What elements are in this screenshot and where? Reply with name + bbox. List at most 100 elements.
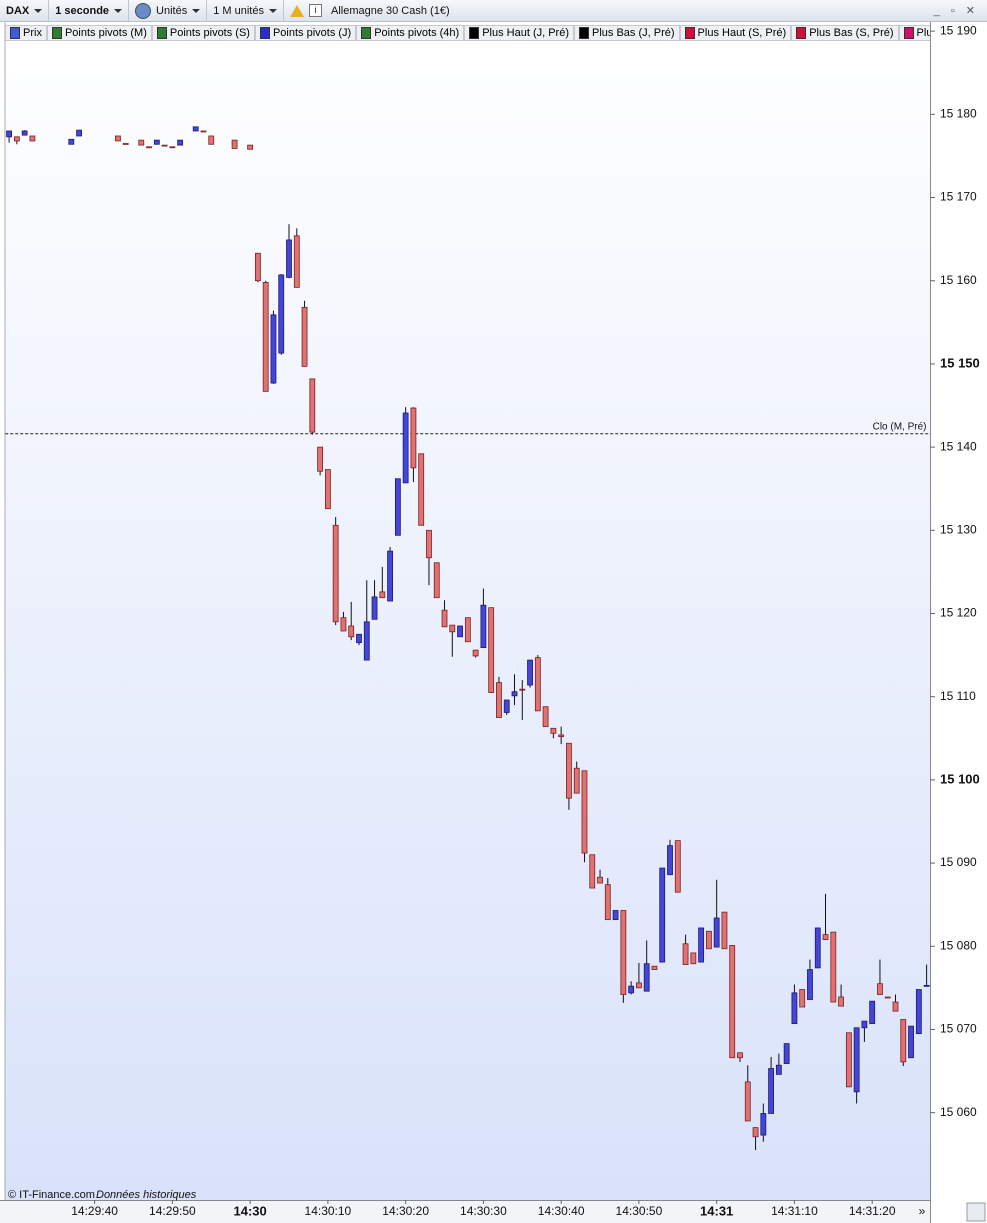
size-select[interactable]: 1 M unités	[207, 0, 284, 22]
legend-label: Points pivots (M)	[64, 27, 147, 39]
candle-body	[511, 691, 518, 697]
info-icon[interactable]: i	[308, 4, 322, 17]
candle-body	[332, 524, 339, 623]
candle-body	[892, 1001, 899, 1012]
candle-body	[775, 1064, 782, 1075]
candle-body	[356, 633, 362, 644]
symbol-select[interactable]: DAX	[0, 0, 50, 22]
candle-body	[768, 1068, 774, 1114]
y-tick-label: 15 090	[940, 855, 977, 869]
legend-item[interactable]: Plus Haut (S, Pré)	[679, 25, 792, 41]
candle-body	[348, 625, 355, 638]
legend-item[interactable]: Points pivots (S)	[151, 25, 255, 41]
candle-body	[161, 144, 168, 147]
candle-body	[402, 412, 409, 484]
candle-body	[589, 854, 596, 889]
scroll-more[interactable]: »	[919, 1204, 926, 1218]
y-tick-label: 15 100	[940, 771, 980, 786]
y-tick-label: 15 170	[940, 190, 977, 204]
y-tick-label: 15 120	[940, 606, 977, 620]
legend-label: Points pivots (S)	[169, 27, 250, 39]
candle-body	[807, 969, 813, 1000]
candle-body	[877, 983, 883, 995]
legend-item[interactable]: Points pivots (M)	[46, 25, 152, 41]
legend: Prix Points pivots (M) Points pivots (S) Po…	[5, 25, 930, 41]
candle-body	[612, 910, 619, 921]
scroll-button[interactable]	[966, 1202, 986, 1222]
candle-body	[309, 378, 316, 433]
window-controls[interactable]: _ ▫ ✕	[933, 5, 979, 17]
candle-body	[830, 931, 837, 1003]
candle-body	[464, 617, 471, 643]
legend-swatch	[51, 27, 62, 39]
candle-body	[604, 884, 611, 921]
x-tick-label: 14:30:20	[382, 1204, 429, 1218]
y-tick-label: 15 080	[940, 938, 977, 952]
candle-body	[6, 130, 12, 138]
interval-select[interactable]: 1 seconde	[49, 0, 130, 22]
y-tick-label: 15 160	[940, 273, 977, 287]
candle-body	[208, 135, 215, 145]
candle-body	[418, 453, 425, 526]
candle-body	[845, 1032, 852, 1088]
legend-item[interactable]: Prix	[5, 25, 47, 41]
candle-body	[472, 649, 479, 657]
legend-item[interactable]: Points pivots (J)	[254, 25, 357, 41]
x-tick-label: 14:31	[700, 1203, 733, 1218]
x-tick-label: 14:30:30	[460, 1204, 507, 1218]
warning-icon[interactable]	[289, 4, 304, 17]
candle-body	[620, 910, 627, 995]
candle-body	[799, 989, 806, 1008]
y-tick-label: 15 140	[940, 439, 977, 453]
candle-body	[923, 984, 930, 987]
candle-body	[838, 996, 844, 1007]
candle-body	[457, 625, 463, 638]
footer-note: Données historiques	[96, 1189, 197, 1201]
legend-item[interactable]: Points pivots (4h)	[356, 25, 465, 41]
candle-body	[115, 135, 121, 142]
candle-body	[480, 604, 487, 649]
candle-body	[581, 770, 588, 854]
candle-body	[247, 144, 254, 150]
legend-item[interactable]: Plus Bas (J, Pré)	[574, 25, 680, 41]
candle-body	[441, 609, 448, 628]
legend-swatch	[10, 27, 20, 39]
y-tick-label: 15 070	[940, 1022, 977, 1036]
candle-body	[597, 876, 603, 884]
x-tick-label: 14:30:50	[616, 1204, 663, 1218]
candle-body	[379, 591, 386, 599]
candle-body	[488, 607, 495, 693]
candle-body	[200, 130, 207, 133]
candle-body	[705, 930, 712, 950]
instrument: Allemagne 30 Cash (1€)	[330, 4, 450, 17]
candle-body	[884, 996, 891, 999]
x-tick-label: 14:30:40	[538, 1204, 585, 1218]
x-tick-label: 14:30	[234, 1203, 267, 1218]
candle-body	[503, 699, 510, 713]
y-tick-label: 15 130	[940, 522, 977, 536]
interval: 1 seconde	[55, 4, 110, 17]
y-tick-label: 15 110	[940, 689, 976, 703]
candle-body	[737, 1052, 743, 1059]
x-tick-label: 14:29:50	[149, 1204, 196, 1218]
candle-body	[426, 529, 432, 559]
legend-item[interactable]: Plus Haut (M,	[898, 25, 930, 41]
units-select[interactable]: Unités	[129, 0, 208, 22]
candle-body	[729, 945, 736, 1059]
legend-swatch	[259, 27, 270, 39]
candle-body	[153, 139, 160, 145]
candle-body	[449, 624, 456, 633]
legend-label: Plus Bas (J, Pré)	[592, 27, 675, 39]
candle-body	[822, 934, 829, 941]
candle-body	[122, 143, 129, 145]
toolbar: DAX 1 seconde Unités 1 M unités i Allemag…	[0, 0, 987, 22]
legend-item[interactable]: Plus Haut (J, Pré)	[464, 25, 575, 41]
candle-body	[760, 1113, 767, 1136]
candle-body	[387, 550, 393, 602]
candle-body	[698, 927, 705, 963]
legend-item[interactable]: Plus Bas (S, Pré)	[791, 25, 899, 41]
candle-body	[278, 274, 285, 354]
plot-area	[5, 22, 930, 1200]
y-tick-label: 15 180	[940, 107, 977, 121]
